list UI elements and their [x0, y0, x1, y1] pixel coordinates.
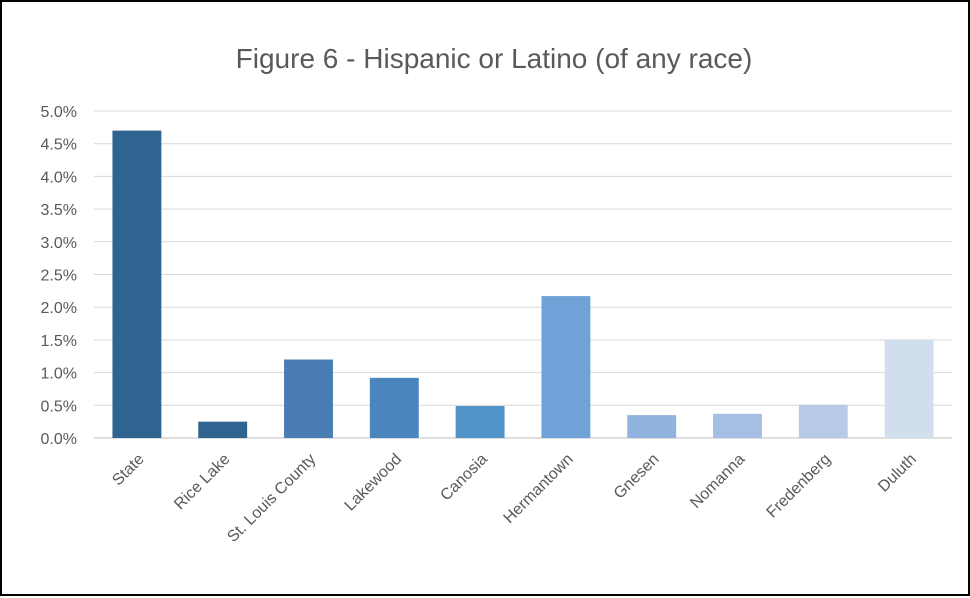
bar-nomanna — [713, 413, 762, 438]
chart-title: Figure 6 - Hispanic or Latino (of any ra… — [236, 43, 753, 74]
y-axis: 0.0% 0.5% 1.0% 1.5% 2.0% 2.5% 3.0% 3.5% 4.0% 4.5%… — [41, 104, 77, 448]
x-tick-label: Gnesen — [611, 451, 663, 503]
x-tick-label: St. Louis County — [224, 451, 319, 546]
x-tick-label: Duluth — [875, 451, 920, 496]
bar-hermantown — [541, 296, 591, 438]
bar-canosia — [455, 405, 505, 438]
x-tick-label: Canosia — [437, 451, 491, 505]
bar-rice-lake — [198, 421, 248, 438]
bar-st-louis-county — [284, 359, 333, 438]
bar-lakewood — [369, 377, 419, 438]
y-tick-label: 2.5% — [41, 268, 77, 285]
gridlines — [94, 110, 952, 439]
x-tick-label: Rice Lake — [171, 451, 233, 513]
bar-duluth — [884, 339, 934, 438]
y-tick-label: 0.5% — [41, 398, 77, 415]
y-tick-label: 1.5% — [41, 333, 77, 350]
y-tick-label: 2.0% — [41, 300, 77, 317]
x-tick-label: State — [109, 451, 148, 490]
bar-fredenberg — [798, 404, 848, 438]
y-tick-label: 4.5% — [41, 137, 77, 154]
y-tick-label: 4.0% — [41, 169, 77, 186]
y-tick-label: 3.5% — [41, 202, 77, 219]
y-tick-label: 0.0% — [41, 431, 77, 448]
x-tick-label: Hermantown — [501, 451, 577, 527]
y-tick-label: 5.0% — [41, 104, 77, 121]
bars — [112, 130, 934, 438]
x-tick-label: Nomanna — [687, 451, 748, 512]
bar-gnesen — [627, 415, 677, 438]
y-tick-label: 3.0% — [41, 235, 77, 252]
bar-state — [112, 130, 162, 438]
x-tick-label: Lakewood — [342, 451, 406, 515]
x-tick-label: Fredenberg — [764, 451, 835, 522]
y-tick-label: 1.0% — [41, 366, 77, 383]
